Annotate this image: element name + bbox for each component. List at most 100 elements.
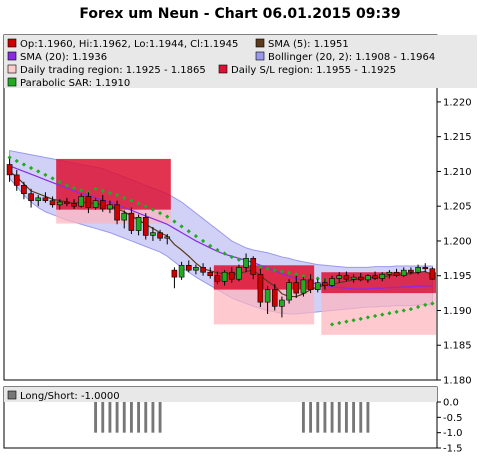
- y-tick-label: 1.200: [443, 236, 472, 247]
- sar-point: [272, 268, 277, 273]
- candle-body: [35, 197, 42, 201]
- sar-point: [172, 219, 177, 224]
- legend-label: Daily S/L region: 1.1955 - 1.1925: [231, 65, 396, 76]
- candle-body: [415, 267, 421, 273]
- candle-body: [429, 268, 436, 280]
- candle-body: [71, 203, 77, 207]
- sar-point: [71, 185, 77, 191]
- candle-body: [250, 258, 257, 275]
- legend-swatch: [255, 51, 265, 61]
- candle-body: [85, 196, 92, 208]
- sar-point: [14, 158, 19, 164]
- candle-body: [264, 289, 271, 303]
- candle-body: [6, 164, 13, 176]
- y-tick-label: 1.210: [443, 167, 472, 178]
- y-tick-label: 0.0: [443, 398, 459, 409]
- candle-body: [408, 269, 414, 273]
- candle-body: [400, 269, 407, 277]
- sar-point: [143, 204, 148, 209]
- sar-point: [286, 270, 292, 276]
- y-tick-label: 1.195: [443, 271, 472, 282]
- candle-body: [185, 264, 192, 271]
- sar-point: [372, 313, 378, 319]
- sar-point: [179, 224, 184, 229]
- sar-point: [122, 195, 127, 200]
- long-short-bar: [129, 402, 133, 433]
- sar-point: [301, 273, 306, 278]
- sl-region-1: [213, 265, 315, 290]
- y-tick-label: -1.5: [443, 444, 463, 455]
- long-short-bar: [144, 402, 148, 433]
- y-tick-label: 1.185: [443, 341, 472, 352]
- candle-body: [28, 193, 34, 201]
- sar-point: [129, 198, 134, 203]
- candle-body: [386, 271, 393, 275]
- sar-point: [329, 322, 335, 327]
- sar-point: [294, 272, 299, 277]
- sub-layers: [94, 402, 370, 433]
- candle-body: [236, 267, 242, 280]
- long-short-bar: [137, 402, 141, 433]
- y-tick-label: 1.215: [443, 132, 472, 143]
- candle-body: [135, 217, 142, 231]
- chart-title: Forex um Neun - Chart 06.01.2015 09:39: [79, 6, 400, 22]
- long-short-bar: [337, 402, 341, 433]
- sar-point: [387, 311, 392, 316]
- legend-swatch: [7, 390, 17, 400]
- candle-body: [178, 264, 185, 278]
- y-tick-label: -1.0: [443, 428, 463, 439]
- sar-point: [93, 186, 98, 191]
- candle-body: [365, 275, 371, 281]
- sar-point: [193, 233, 199, 239]
- candle-body: [221, 271, 228, 282]
- sar-point: [423, 302, 428, 308]
- candle-body: [21, 185, 27, 194]
- main-y-axis: 1.220 1.215 1.210 1.205 1.200 1.195 1.190 1.185…: [437, 97, 472, 387]
- long-short-bar: [323, 402, 327, 433]
- sar-point: [114, 192, 120, 198]
- legend-label: SMA (20): 1.1936: [20, 52, 107, 63]
- candle-body: [243, 258, 249, 268]
- candle-body: [92, 200, 99, 208]
- sar-point: [165, 214, 170, 219]
- candle-body: [329, 278, 335, 286]
- long-short-bar: [158, 402, 162, 433]
- legend-swatch: [7, 38, 17, 48]
- candle-body: [49, 200, 56, 206]
- sar-point: [229, 254, 234, 260]
- sar-point: [265, 266, 270, 271]
- candle-body: [164, 236, 171, 239]
- sar-point: [365, 315, 371, 320]
- candle-body: [171, 269, 178, 278]
- candle-body: [307, 279, 314, 290]
- sar-point: [344, 319, 349, 324]
- sar-point: [236, 257, 242, 262]
- trading-region-2: [321, 293, 436, 335]
- sl-region-2: [321, 272, 436, 294]
- legend-swatch: [7, 77, 17, 87]
- sub-y-axis: 0.0 -0.5 -1.0 -1.5: [437, 398, 463, 455]
- legend-label: SMA (5): 1.1951: [268, 39, 349, 50]
- candle-body: [64, 201, 70, 204]
- long-short-bar: [359, 402, 363, 433]
- candle-body: [271, 289, 278, 307]
- candle-body: [293, 282, 300, 294]
- sar-point: [394, 309, 399, 314]
- candle-body: [228, 271, 235, 280]
- candle-body: [193, 267, 199, 271]
- legend-label: Bollinger (20, 2): 1.1908 - 1.1964: [268, 52, 435, 63]
- sar-point: [258, 264, 263, 269]
- legend-swatch: [255, 38, 265, 48]
- sar-point: [107, 190, 113, 196]
- sar-point: [136, 201, 141, 206]
- sar-point: [380, 312, 385, 317]
- sar-point: [208, 243, 213, 248]
- sar-point: [186, 229, 191, 234]
- sar-point: [415, 304, 421, 310]
- candle-body: [372, 275, 378, 279]
- candle-body: [314, 282, 321, 290]
- legend-swatch: [218, 64, 228, 74]
- sar-point: [100, 188, 105, 194]
